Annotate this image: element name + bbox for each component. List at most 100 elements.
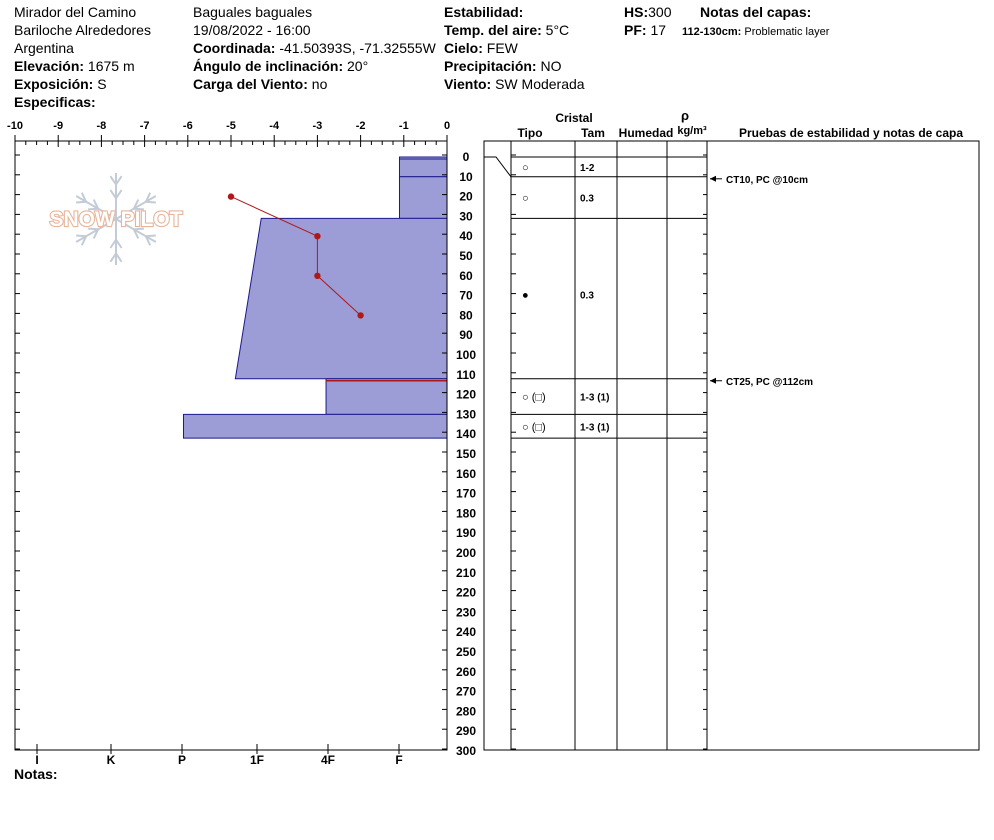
pf-label: PF:: [624, 22, 647, 38]
depth-tick-label: 40: [459, 229, 473, 243]
snowflake-branch: [76, 234, 87, 238]
snow-pilot-logo: SNOW PILOT: [48, 173, 184, 265]
location-name: Mirador del Camino: [14, 4, 137, 20]
layer-table-frame: [483, 140, 980, 751]
slope-row: Ángulo de inclinación: 20°: [193, 57, 368, 75]
snowflake-branch: [145, 234, 156, 238]
wind-row: Viento: SW Moderada: [444, 75, 585, 93]
hardness-layer: [398, 176, 448, 219]
depth-tick-label: 300: [456, 744, 476, 758]
depth-tick-label: 140: [456, 427, 476, 441]
temperature-tick-label: -2: [356, 120, 366, 132]
snowflake-branch: [144, 192, 152, 203]
grain-type-label: ○: [522, 162, 529, 174]
snowflake-branch: [133, 207, 144, 211]
snowflake-branch: [109, 189, 117, 199]
observer-name: Baguales baguales: [193, 4, 313, 20]
depth-tick-label: 170: [456, 487, 476, 501]
depth-tick-label: 260: [456, 665, 476, 679]
stability-test-label: CT10, PC @10cm: [726, 175, 808, 186]
depth-tick-label: 0: [463, 150, 470, 164]
depth-tick-label: 130: [456, 407, 476, 421]
depth-tick-label: 180: [456, 506, 476, 520]
logo-text: SNOW PILOT: [50, 208, 183, 231]
notes-label: Notas:: [14, 766, 58, 782]
snowflake-branch: [115, 239, 123, 249]
snowflake-branch: [115, 189, 123, 199]
depth-tick-label: 70: [459, 289, 473, 303]
depth-tick-label: 250: [456, 645, 476, 659]
hardness-tick-label: 4F: [321, 753, 335, 767]
pf-value: 17: [650, 22, 667, 38]
header-cristal: Cristal: [555, 111, 592, 125]
grain-type-label: ○ (□): [522, 421, 546, 433]
grain-size-label: 1-2: [580, 163, 595, 174]
slope-label: Ángulo de inclinación:: [193, 58, 344, 74]
stability-test-label: CT25, PC @112cm: [726, 377, 813, 388]
observation-datetime: 19/08/2022 - 16:00: [193, 22, 311, 38]
snowflake-branch: [115, 252, 123, 263]
hardness-layer: [182, 413, 448, 439]
sky-row: Cielo: FEW: [444, 39, 518, 57]
temperature-tick-label: -5: [226, 120, 236, 132]
hardness-tick-label: P: [178, 753, 186, 767]
depth-tick-label: 50: [459, 249, 473, 263]
aspect-row: Exposición: S: [14, 75, 107, 93]
snowflake-arm: [115, 218, 157, 243]
depth-tick-label: 280: [456, 704, 476, 718]
temperature-tick-label: -7: [140, 120, 150, 132]
hardness-layer: [234, 217, 448, 380]
depth-tick-label: 10: [459, 170, 473, 184]
depth-tick-label: 290: [456, 724, 476, 738]
depth-tick-label: 30: [459, 209, 473, 223]
grain-size-label: 1-3 (1): [580, 422, 609, 433]
grain-type-label: ○: [522, 193, 529, 205]
grain-size-label: 0.3: [580, 194, 594, 205]
elevation-row: Elevación: 1675 m: [14, 57, 135, 75]
snowflake-arm: [75, 195, 117, 220]
pf-row: PF: 17: [624, 21, 666, 39]
layer-notes-label: Notas del capas:: [700, 4, 812, 20]
precip-row: Precipitación: NO: [444, 57, 561, 75]
hs-value: 300: [648, 4, 672, 20]
snowflake-branch: [80, 192, 88, 203]
header-humedad: Humedad: [619, 126, 674, 140]
wind-value: SW Moderada: [495, 76, 585, 92]
depth-tick-label: 90: [459, 328, 473, 342]
depth-tick-label: 210: [456, 566, 476, 580]
depth-tick-label: 100: [456, 348, 476, 362]
hardness-tick-label: I: [35, 753, 38, 767]
snowflake-branch: [144, 235, 152, 246]
header-stability-tests: Pruebas de estabilidad y notas de capa: [739, 126, 963, 140]
depth-tick-label: 190: [456, 526, 476, 540]
snowflake-branch: [92, 199, 100, 210]
aspect-value: S: [97, 76, 107, 92]
coordinates-row: Coordinada: -41.50393S, -71.32555W: [193, 39, 436, 57]
temperature-tick-label: -3: [313, 120, 323, 132]
header-tam: Tam: [581, 126, 605, 140]
snowflake-branch: [76, 200, 87, 204]
temperature-tick-label: -8: [97, 120, 107, 132]
coord-label: Coordinada:: [193, 40, 276, 56]
temperature-tick-label: -1: [399, 120, 409, 132]
layer-note-text: Problematic layer: [744, 26, 830, 38]
snowflake-branch: [80, 235, 88, 246]
depth-tick-label: 160: [456, 467, 476, 481]
stability-test-arrowhead: [710, 377, 716, 384]
temperature-line: [230, 196, 361, 316]
hardness-layer: [325, 378, 448, 415]
wind-load-value: no: [311, 76, 328, 92]
temperature-tick-label: -6: [183, 120, 193, 132]
stability-label: Estabilidad:: [444, 4, 524, 20]
snowflake-branch: [133, 228, 140, 239]
depth-tick-label: 240: [456, 625, 476, 639]
temperature-tick-label: 0: [444, 120, 450, 132]
wind-label: Viento:: [444, 76, 492, 92]
depth-tick-label: 220: [456, 586, 476, 600]
elevation-label: Elevación:: [14, 58, 85, 74]
snowflake-branch: [109, 252, 117, 263]
hardness-tick-label: 1F: [250, 753, 264, 767]
depth-tick-label: 80: [459, 308, 473, 322]
country-name: Argentina: [14, 40, 74, 56]
